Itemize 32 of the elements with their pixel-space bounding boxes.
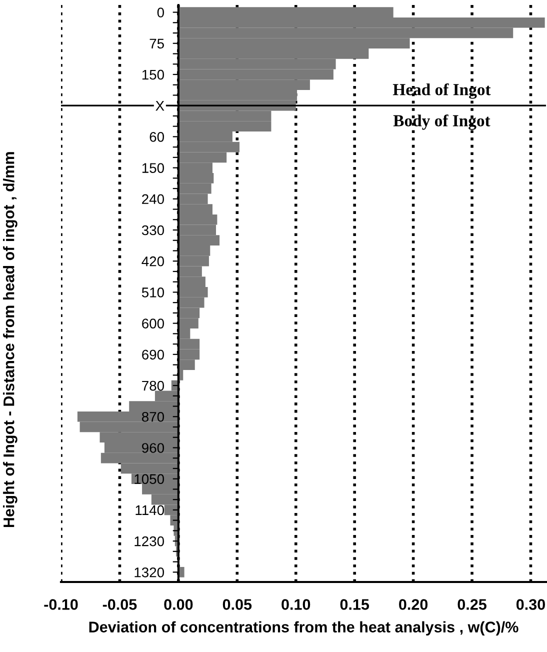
y-tick-label: 60 [150, 132, 164, 142]
y-tick-label: 1230 [134, 536, 164, 546]
y-tick-label: 1140 [136, 505, 164, 516]
x-tick-label: 0.00 [164, 599, 193, 610]
y-tick-label: 870 [142, 412, 164, 422]
x-tick-label: 0.25 [458, 599, 486, 610]
y-tick-label: 150 [142, 70, 164, 80]
y-tick-label: 600 [142, 318, 164, 328]
y-tick-label: X [156, 101, 164, 111]
x-tick-label: 0.20 [399, 599, 428, 610]
x-tick-label: 0.30 [516, 599, 545, 610]
y-tick-label: 1320 [134, 567, 164, 578]
x-tick-label: 0.15 [340, 599, 370, 610]
y-tick-label: 330 [142, 225, 164, 236]
x-axis-title: Deviation of concentrations from the heat analysis , w(C)/% [89, 621, 518, 636]
y-tick-label: 75 [150, 38, 164, 49]
x-tick-label: 0.05 [222, 599, 252, 610]
y-tick-label: 150 [142, 163, 164, 173]
y-tick-label: 510 [142, 288, 164, 298]
x-tick-label: -0.10 [44, 599, 78, 610]
x-tick-label: -0.05 [102, 599, 137, 610]
y-tick-label: 420 [142, 256, 164, 266]
y-tick-label: 780 [142, 380, 164, 391]
y-tick-label: 690 [142, 350, 164, 360]
x-tick-label: 0.10 [282, 599, 310, 610]
y-tick-label: 960 [142, 443, 164, 453]
y-tick-label: 0 [157, 8, 164, 18]
y-axis-title: Height of Ingot - Distance from head of ingot , d/mm [3, 152, 18, 528]
annotation: Body of Ingot [393, 114, 490, 130]
y-tick-label: 1050 [134, 474, 164, 484]
annotation: Head of Ingot [392, 83, 491, 99]
y-tick-label: 240 [142, 194, 164, 204]
